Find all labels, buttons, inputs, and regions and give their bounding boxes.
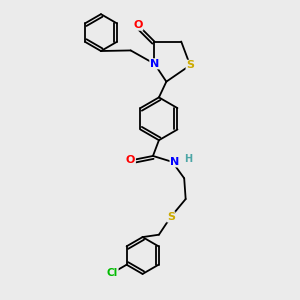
Text: O: O — [134, 20, 143, 30]
Text: Cl: Cl — [107, 268, 118, 278]
Text: O: O — [126, 155, 135, 165]
Text: N: N — [170, 157, 179, 167]
Text: S: S — [186, 60, 194, 70]
Text: H: H — [184, 154, 192, 164]
Text: S: S — [167, 212, 175, 222]
Text: N: N — [150, 59, 159, 69]
